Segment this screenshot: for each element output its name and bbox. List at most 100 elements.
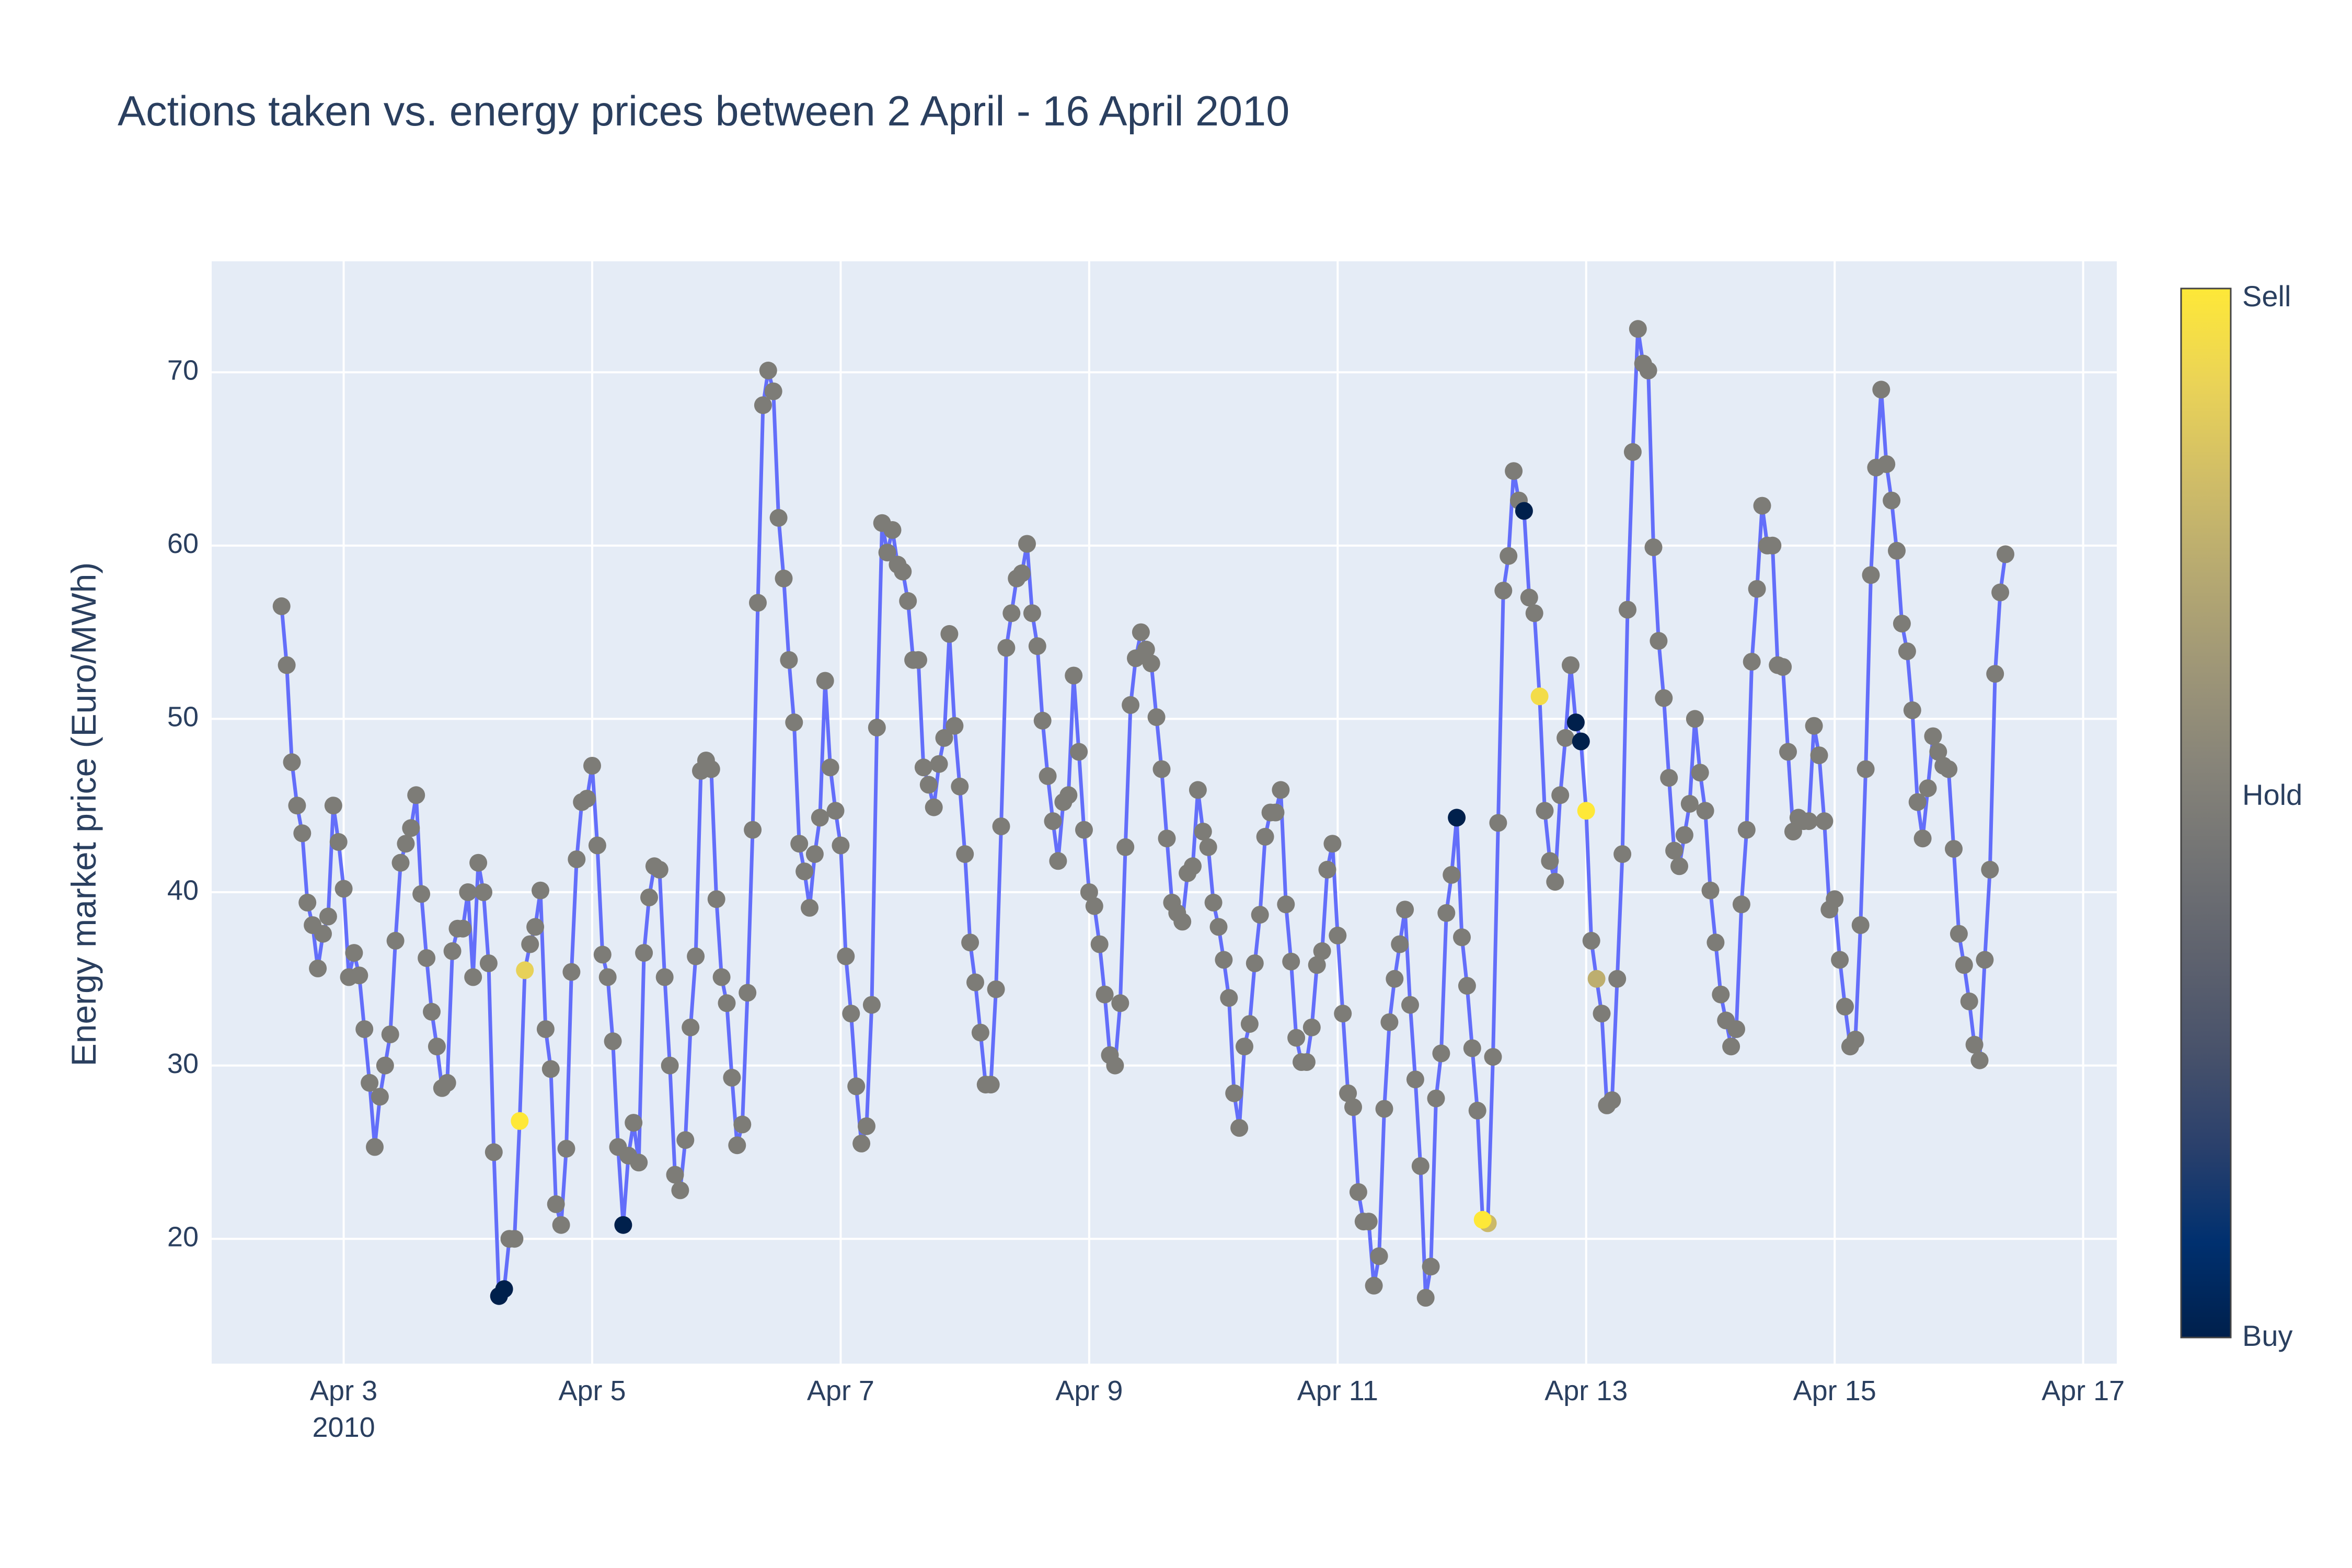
hold-marker	[858, 1117, 875, 1135]
hold-marker	[868, 719, 886, 736]
hold-marker	[739, 984, 757, 1002]
x-axis: Apr 3 2010 Apr 5 Apr 7 Apr 9 Apr 11 Apr 13 Apr …	[310, 1375, 2125, 1443]
hold-marker	[1924, 727, 1942, 745]
hold-marker	[749, 594, 767, 612]
hold-marker	[764, 382, 782, 400]
hold-marker	[376, 1056, 394, 1075]
hold-marker	[1090, 935, 1109, 953]
hold-marker	[811, 809, 829, 827]
hold-marker	[759, 361, 777, 379]
x-tick-label: Apr 5	[558, 1375, 626, 1406]
hold-marker	[780, 651, 798, 669]
colorbar-label-sell: Sell	[2242, 280, 2291, 313]
hold-marker	[298, 893, 317, 912]
hold-marker	[1970, 1051, 1989, 1069]
hold-marker	[1929, 743, 1947, 761]
hold-marker	[940, 625, 959, 643]
hold-marker	[1349, 1183, 1367, 1201]
hold-marker	[1287, 1029, 1306, 1047]
hold-marker	[1639, 361, 1657, 379]
hold-marker	[1722, 1037, 1740, 1056]
y-tick-label: 30	[167, 1048, 199, 1079]
colorbar-gradient	[2180, 287, 2232, 1339]
hold-marker	[469, 854, 488, 872]
hold-marker	[1458, 977, 1476, 995]
hold-marker	[1013, 564, 1031, 582]
hold-marker	[1737, 821, 1756, 839]
hold-marker	[847, 1077, 866, 1096]
hold-marker	[1023, 604, 1041, 622]
hold-marker	[1329, 926, 1347, 944]
hold-marker	[1468, 1101, 1486, 1120]
hold-marker	[1246, 954, 1264, 972]
hold-marker	[1623, 443, 1642, 461]
hold-marker	[1862, 566, 1880, 584]
hold-marker	[966, 973, 984, 991]
hold-marker	[1691, 764, 1709, 782]
hold-marker	[1070, 743, 1088, 761]
hold-marker	[1313, 942, 1331, 960]
hold-marker	[272, 597, 291, 615]
hold-marker	[1365, 1276, 1383, 1295]
hold-marker	[956, 845, 974, 863]
hold-marker	[1297, 1053, 1316, 1071]
hold-marker	[816, 672, 834, 690]
hold-marker	[371, 1088, 389, 1106]
hold-marker	[1525, 604, 1543, 622]
hold-marker	[479, 954, 498, 972]
y-axis: 20 30 40 50 60 70	[167, 354, 199, 1252]
hold-marker	[1831, 951, 1849, 969]
hold-marker	[1028, 637, 1046, 655]
x-tick-label: Apr 13	[1544, 1375, 1628, 1406]
hold-marker	[1851, 916, 1870, 934]
hold-marker	[443, 942, 462, 960]
action-markers	[272, 320, 2014, 1307]
hold-marker	[723, 1068, 741, 1087]
hold-marker	[1184, 857, 1202, 875]
hold-marker	[1608, 970, 1627, 988]
hold-marker	[1660, 769, 1678, 787]
hold-marker	[568, 850, 586, 868]
hold-marker	[1453, 928, 1471, 947]
hold-marker	[1541, 852, 1559, 870]
hold-marker	[1075, 821, 1093, 839]
hold-marker	[1204, 893, 1223, 912]
chart-title: Actions taken vs. energy prices between …	[118, 88, 1289, 135]
hold-marker	[1199, 838, 1217, 856]
hold-marker	[1132, 623, 1150, 641]
hold-marker	[1427, 1089, 1445, 1108]
x-tick-sublabel: 2010	[313, 1412, 375, 1443]
hold-marker	[702, 760, 720, 778]
hold-marker	[459, 883, 477, 901]
hold-marker	[790, 835, 809, 853]
hold-marker	[1370, 1247, 1388, 1265]
hold-marker	[1147, 708, 1166, 727]
hold-marker	[1189, 781, 1207, 799]
hold-marker	[919, 776, 938, 794]
hold-marker	[1680, 794, 1699, 813]
hold-marker	[1670, 857, 1688, 875]
hold-marker	[909, 651, 927, 669]
hold-marker	[547, 1195, 565, 1213]
hold-marker	[1826, 890, 1844, 908]
hold-marker	[1391, 935, 1409, 953]
hold-marker	[1085, 897, 1103, 915]
hold-marker	[583, 757, 601, 775]
hold-marker	[1903, 701, 1921, 719]
hold-marker	[826, 802, 845, 820]
hold-marker	[1727, 1020, 1745, 1038]
hold-marker	[1582, 931, 1600, 950]
hold-marker	[1437, 904, 1456, 922]
hold-marker	[1774, 658, 1792, 676]
hold-marker	[878, 544, 896, 562]
x-tick-label: Apr 11	[1297, 1375, 1378, 1406]
buy-marker	[1566, 713, 1585, 732]
hold-marker	[718, 994, 736, 1012]
hold-marker	[598, 968, 617, 986]
hold-marker	[795, 862, 814, 881]
hold-marker	[728, 1136, 746, 1155]
hold-marker	[1116, 838, 1135, 856]
hold-marker	[1339, 1084, 1357, 1102]
hold-marker	[526, 918, 545, 936]
hold-marker	[1416, 1289, 1435, 1307]
